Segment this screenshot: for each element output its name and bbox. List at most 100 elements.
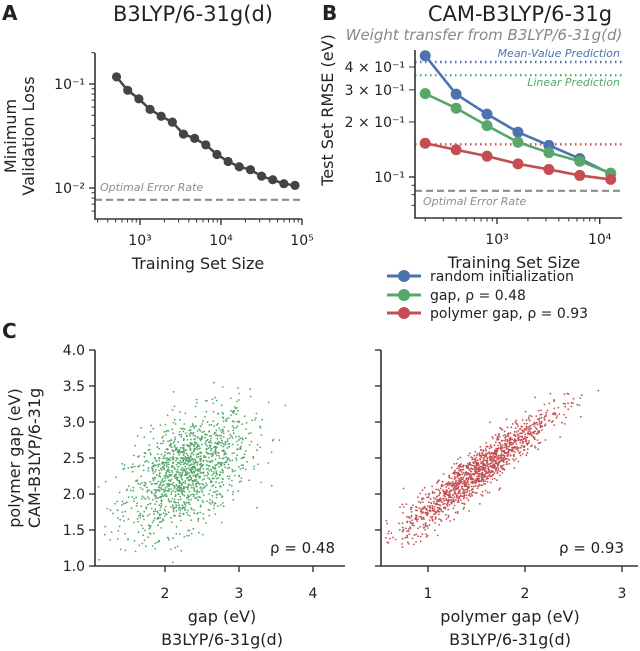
scatter-point (195, 496, 198, 499)
scatter-point (150, 483, 153, 486)
scatter-point (171, 471, 174, 474)
scatter-point (241, 437, 244, 440)
scatter-point (478, 475, 480, 477)
scatter-point (528, 441, 530, 444)
scatter-point (214, 513, 217, 516)
y-tick-label: 10⁻¹ (54, 77, 85, 93)
scatter-point (406, 521, 409, 524)
scatter-point (469, 462, 471, 464)
scatter-point (194, 462, 196, 465)
scatter-point (429, 506, 432, 509)
scatter-point (435, 495, 438, 498)
scatter-point (553, 407, 556, 410)
scatter-point (196, 480, 199, 483)
scatter-point (489, 444, 492, 446)
scatter-point (526, 448, 529, 451)
scatter-point (147, 503, 149, 506)
legend-item-polymer-gap: polymer gap, ρ = 0.93 (387, 306, 588, 322)
scatter-point (503, 430, 506, 433)
scatter-point (137, 510, 139, 513)
scatter-point (249, 388, 252, 391)
scatter-point (410, 506, 412, 509)
panel-b-legend: random initialization gap, ρ = 0.48 poly… (387, 269, 588, 322)
scatter-point (465, 481, 468, 484)
scatter-point (540, 425, 542, 428)
scatter-point (475, 454, 478, 457)
scatter-point (470, 493, 473, 495)
scatter-point (191, 472, 194, 475)
scatter-point (143, 518, 145, 521)
scatter-point (184, 482, 187, 485)
scatter-point (148, 527, 151, 530)
scatter-point (185, 469, 187, 471)
scatter-point (202, 472, 205, 475)
scatter-point (167, 429, 170, 432)
scatter-point (231, 452, 234, 455)
scatter-point (231, 425, 234, 427)
scatter-point (185, 501, 188, 504)
scatter-point (182, 430, 185, 433)
scatter-point (223, 426, 226, 428)
scatter-point (431, 515, 434, 518)
scatter-point (131, 470, 134, 473)
scatter-point (190, 493, 192, 496)
scatter-point (504, 457, 507, 460)
scatter-point (221, 457, 224, 460)
scatter-point (474, 472, 477, 475)
scatter-point (165, 472, 168, 475)
panel-c-right-xlabel-1: polymer gap (eV) (440, 607, 579, 626)
scatter-point (508, 438, 511, 440)
scatter-point (228, 445, 231, 448)
scatter-point (177, 501, 180, 504)
scatter-point (246, 460, 249, 463)
scatter-point (508, 458, 510, 461)
scatter-point (112, 512, 114, 515)
scatter-point (237, 448, 240, 451)
scatter-point (489, 453, 492, 456)
scatter-point (188, 429, 191, 432)
scatter-point (206, 421, 209, 424)
scatter-point (535, 432, 538, 435)
scatter-point (187, 529, 190, 532)
scatter-point (191, 467, 194, 469)
scatter-point (530, 415, 533, 418)
scatter-point (493, 457, 495, 459)
scatter-point (509, 432, 512, 434)
scatter-point (184, 505, 187, 507)
scatter-point (175, 506, 178, 509)
scatter-point (453, 475, 456, 478)
scatter-point (409, 527, 412, 530)
scatter-point (171, 409, 174, 411)
scatter-point (534, 446, 537, 449)
scatter-point (149, 480, 152, 483)
panel-c-ticks: 1.01.52.02.53.03.54.02 3 4 1 2 3 (63, 343, 627, 602)
scatter-point (421, 511, 424, 513)
scatter-point (472, 485, 475, 488)
scatter-point (222, 420, 225, 423)
scatter-point (482, 467, 484, 469)
scatter-point (158, 514, 161, 517)
scatter-point (478, 468, 480, 471)
scatter-point (213, 433, 215, 435)
scatter-point (523, 445, 526, 448)
scatter-point (415, 506, 417, 508)
scatter-point (434, 510, 437, 513)
scatter-point (241, 457, 244, 459)
scatter-point (222, 484, 225, 486)
scatter-point (448, 492, 451, 495)
scatter-point (179, 507, 182, 509)
scatter-point (458, 469, 461, 472)
scatter-point (189, 425, 192, 428)
scatter-point (197, 531, 200, 534)
scatter-point (133, 497, 135, 500)
scatter-point (154, 510, 157, 512)
scatter-point (184, 503, 187, 506)
scatter-point (536, 439, 539, 441)
scatter-point (519, 451, 522, 453)
scatter-point (178, 433, 181, 436)
scatter-point (117, 529, 120, 532)
scatter-point (401, 546, 404, 548)
scatter-point (535, 415, 538, 418)
left-y-tick-label: 2.5 (63, 451, 85, 467)
scatter-point (192, 463, 195, 466)
